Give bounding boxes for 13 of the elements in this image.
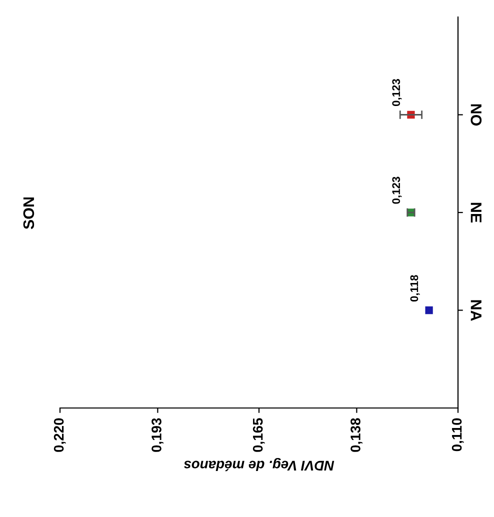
x-tick-label: 0,220 <box>54 418 66 452</box>
x-tick-label: 0,165 <box>252 418 265 452</box>
text: SON <box>23 197 34 230</box>
x-tick-label: 0,193 <box>152 418 164 452</box>
y-tick-label: NE <box>470 202 482 223</box>
x-axis-title: NDVI Veg. de médanos <box>184 458 334 472</box>
x-tick-label: 0,110 <box>452 418 464 452</box>
data-label: 0,123 <box>392 79 402 106</box>
data-label: 0,123 <box>392 176 402 204</box>
x-tick-label: 0,138 <box>350 418 362 452</box>
data-label: 0,118 <box>410 275 420 302</box>
y-tick-label: NA <box>470 300 482 321</box>
y-tick-label: NO <box>470 104 482 126</box>
